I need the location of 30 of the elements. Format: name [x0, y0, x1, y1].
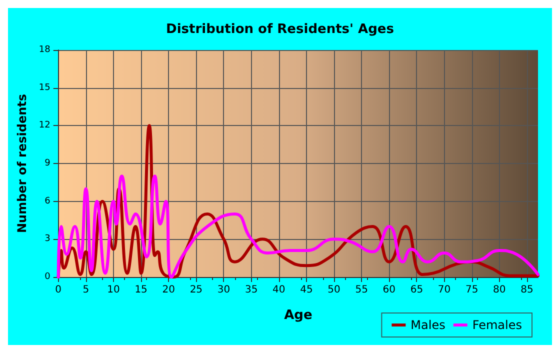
- x-tick-label: 60: [382, 284, 396, 296]
- x-tick-label: 30: [217, 284, 230, 296]
- y-tick-label: 3: [44, 234, 50, 244]
- chart-title: Distribution of Residents' Ages: [166, 22, 394, 37]
- y-tick-label: 0: [44, 272, 51, 282]
- x-tick-label: 75: [465, 284, 478, 296]
- x-axis-title: Age: [284, 308, 312, 323]
- x-tick-label: 25: [190, 284, 203, 296]
- x-tick-label: 10: [107, 284, 120, 296]
- y-tick-label: 18: [38, 45, 51, 55]
- x-tick-label: 5: [82, 284, 90, 296]
- y-tick-label: 9: [44, 158, 51, 168]
- x-tick-label: 15: [134, 284, 148, 296]
- x-tick-label: 40: [272, 284, 286, 296]
- y-axis-title: Number of residents: [15, 94, 29, 234]
- x-tick-label: 45: [300, 284, 313, 296]
- x-tick-label: 55: [355, 284, 368, 296]
- x-tick-label: 85: [520, 284, 534, 296]
- y-tick-label: 12: [38, 120, 50, 131]
- x-tick-label: 70: [438, 284, 451, 296]
- legend-label: Females: [472, 318, 522, 332]
- x-tick-label: 65: [410, 284, 424, 296]
- y-tick-label: 6: [44, 196, 51, 206]
- legend-label: Males: [410, 318, 446, 332]
- x-tick-label: 0: [55, 284, 62, 296]
- x-tick-label: 20: [162, 284, 175, 296]
- x-tick-label: 50: [328, 284, 340, 296]
- y-tick-label: 15: [38, 82, 50, 93]
- x-tick-label: 80: [493, 284, 506, 296]
- x-tick-label: 35: [244, 284, 258, 296]
